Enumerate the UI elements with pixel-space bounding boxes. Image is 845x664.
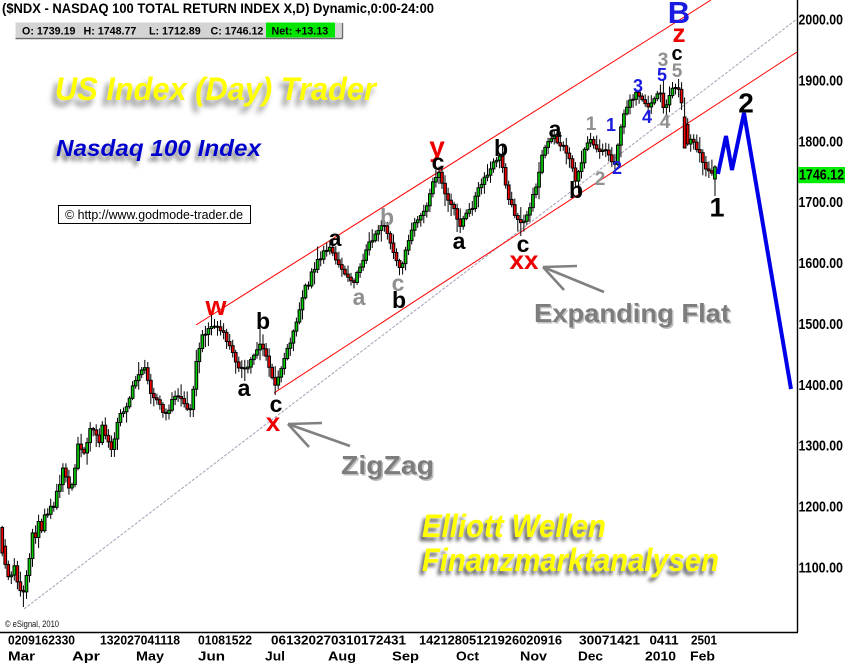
svg-text:c: c <box>517 231 530 257</box>
svg-text:4: 4 <box>642 107 652 127</box>
svg-text:3: 3 <box>633 76 643 96</box>
svg-text:1300.00: 1300.00 <box>799 439 844 455</box>
svg-text:1500.00: 1500.00 <box>799 317 844 333</box>
svg-text:1: 1 <box>586 114 597 135</box>
svg-text:b: b <box>256 308 270 334</box>
svg-text:2: 2 <box>595 169 606 190</box>
svg-text:2000.00: 2000.00 <box>799 13 844 29</box>
svg-text:Jul: Jul <box>265 649 285 664</box>
svg-text:O: 1739.19: O: 1739.19 <box>22 26 76 38</box>
svg-text:a: a <box>353 284 366 310</box>
svg-text:Expanding Flat: Expanding Flat <box>536 300 732 330</box>
svg-text:0209162330: 0209162330 <box>8 633 75 648</box>
svg-text:Net: +13.13: Net: +13.13 <box>272 26 329 38</box>
svg-text:2010: 2010 <box>645 649 676 664</box>
svg-text:Finanzmarktanalysen: Finanzmarktanalysen <box>422 542 719 578</box>
svg-text:c: c <box>671 43 682 65</box>
svg-text:Jun: Jun <box>198 649 225 664</box>
svg-text:Feb: Feb <box>690 649 715 664</box>
svg-text:b: b <box>569 177 583 203</box>
svg-text:30071421: 30071421 <box>579 633 640 648</box>
svg-text:1200.00: 1200.00 <box>799 500 844 516</box>
svg-text:0411: 0411 <box>650 633 679 648</box>
svg-text:4: 4 <box>660 112 671 133</box>
svg-text:H: 1748.77: H: 1748.77 <box>84 26 137 38</box>
svg-text:US Index (Day) Trader: US Index (Day) Trader <box>55 71 377 107</box>
svg-text:Sep: Sep <box>392 649 419 664</box>
svg-text:Mar: Mar <box>8 649 35 664</box>
svg-text:a: a <box>329 225 342 251</box>
svg-text:b: b <box>392 287 406 313</box>
svg-text:1400.00: 1400.00 <box>799 378 844 394</box>
svg-text:© http://www.godmode-trader.de: © http://www.godmode-trader.de <box>65 207 243 222</box>
svg-text:xx: xx <box>510 245 539 275</box>
svg-text:© eSignal, 2010: © eSignal, 2010 <box>5 619 59 630</box>
svg-text:x: x <box>266 407 281 437</box>
svg-text:a: a <box>549 116 562 142</box>
svg-text:1700.00: 1700.00 <box>799 195 844 211</box>
svg-text:c: c <box>392 270 405 296</box>
svg-text:132027041118: 132027041118 <box>100 633 180 648</box>
svg-text:y: y <box>429 131 445 162</box>
svg-text:2: 2 <box>612 158 622 178</box>
svg-text:3: 3 <box>658 50 669 71</box>
svg-text:Aug: Aug <box>328 649 356 664</box>
svg-text:Apr: Apr <box>72 649 100 664</box>
svg-text:ZigZag: ZigZag <box>341 450 434 480</box>
svg-text:1900.00: 1900.00 <box>799 74 844 90</box>
svg-text:1800.00: 1800.00 <box>799 134 844 150</box>
svg-text:1746.12: 1746.12 <box>799 168 844 184</box>
svg-text:14212805121926020916: 14212805121926020916 <box>419 633 562 648</box>
svg-text:1: 1 <box>709 193 724 223</box>
svg-text:L: 1712.89: L: 1712.89 <box>149 26 201 38</box>
svg-text:C: 1746.12: C: 1746.12 <box>211 26 264 38</box>
svg-text:b: b <box>380 204 394 230</box>
svg-text:2: 2 <box>738 88 754 119</box>
svg-text:2501: 2501 <box>691 633 717 648</box>
svg-text:1: 1 <box>606 115 616 135</box>
svg-text:w: w <box>204 291 227 321</box>
svg-text:Oct: Oct <box>456 649 480 664</box>
svg-text:Nov: Nov <box>520 649 548 664</box>
svg-text:a: a <box>238 375 251 401</box>
svg-text:z: z <box>673 18 686 48</box>
svg-text:Dec: Dec <box>578 649 603 664</box>
svg-text:c: c <box>270 391 283 417</box>
svg-text:c: c <box>432 149 445 175</box>
svg-text:Nasdaq 100 Index: Nasdaq 100 Index <box>56 135 262 161</box>
svg-text:ZigZag: ZigZag <box>343 452 436 482</box>
svg-text:b: b <box>494 135 508 161</box>
svg-text:1600.00: 1600.00 <box>799 256 844 272</box>
svg-text:Elliott Wellen: Elliott Wellen <box>422 508 606 544</box>
svg-text:1100.00: 1100.00 <box>799 560 844 576</box>
svg-text:5: 5 <box>672 61 683 82</box>
svg-text:061320270310172431: 061320270310172431 <box>271 633 406 648</box>
svg-text:May: May <box>136 649 165 664</box>
svg-text:5: 5 <box>657 65 667 85</box>
svg-text:Expanding Flat: Expanding Flat <box>534 298 730 328</box>
svg-text:($NDX - NASDAQ 100 TOTAL RETUR: ($NDX - NASDAQ 100 TOTAL RETURN INDEX X,… <box>2 1 434 16</box>
svg-text:a: a <box>453 228 466 254</box>
svg-text:B: B <box>668 0 690 30</box>
svg-text:01081522: 01081522 <box>198 633 252 648</box>
